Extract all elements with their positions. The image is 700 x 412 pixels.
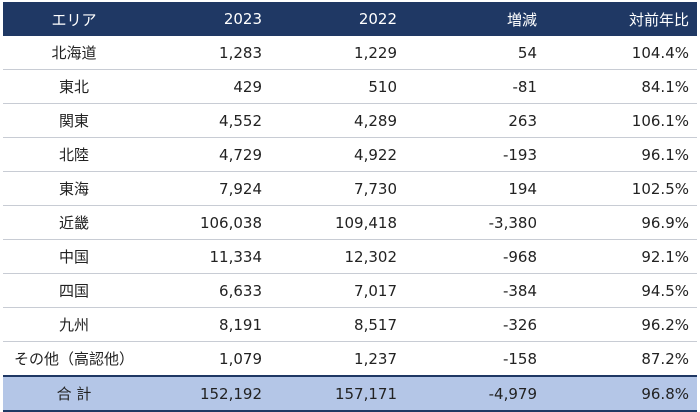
total-label: 合 計 <box>3 375 145 412</box>
total-cell: 96.8% <box>545 375 697 412</box>
row-label: その他（高認他） <box>3 341 145 377</box>
row-label: 北海道 <box>3 36 145 70</box>
table-row: 関東 4,552 4,289 263 106.1% <box>3 103 697 138</box>
row-label: 関東 <box>3 103 145 138</box>
table-row: 東海 7,924 7,730 194 102.5% <box>3 171 697 206</box>
header-cell: 対前年比 <box>545 2 697 36</box>
cell: 109,418 <box>270 205 405 240</box>
cell: -384 <box>405 273 545 308</box>
cell: 8,517 <box>270 307 405 342</box>
cell: 96.9% <box>545 205 697 240</box>
cell: 1,079 <box>145 341 270 377</box>
cell: 104.4% <box>545 36 697 70</box>
cell: -326 <box>405 307 545 342</box>
cell: 102.5% <box>545 171 697 206</box>
cell: 94.5% <box>545 273 697 308</box>
cell: 510 <box>270 69 405 104</box>
cell: 7,730 <box>270 171 405 206</box>
row-label: 四国 <box>3 273 145 308</box>
row-label: 東北 <box>3 69 145 104</box>
cell: 96.2% <box>545 307 697 342</box>
cell: 92.1% <box>545 239 697 274</box>
header-cell: 増減 <box>405 2 545 36</box>
table-row: 近畿 106,038 109,418 -3,380 96.9% <box>3 205 697 240</box>
header-cell: 2023 <box>145 2 270 36</box>
cell: 106.1% <box>545 103 697 138</box>
table-row: 東北 429 510 -81 84.1% <box>3 69 697 104</box>
row-label: 東海 <box>3 171 145 206</box>
table-row: その他（高認他） 1,079 1,237 -158 87.2% <box>3 341 697 377</box>
cell: -81 <box>405 69 545 104</box>
cell: 4,729 <box>145 137 270 172</box>
cell: 7,924 <box>145 171 270 206</box>
cell: 429 <box>145 69 270 104</box>
header-cell: エリア <box>3 2 145 36</box>
row-label: 近畿 <box>3 205 145 240</box>
cell: 263 <box>405 103 545 138</box>
cell: 87.2% <box>545 341 697 377</box>
header-cell: 2022 <box>270 2 405 36</box>
cell: -193 <box>405 137 545 172</box>
cell: 1,237 <box>270 341 405 377</box>
cell: 1,229 <box>270 36 405 70</box>
cell: -158 <box>405 341 545 377</box>
table-row: 北海道 1,283 1,229 54 104.4% <box>3 36 697 70</box>
cell: 84.1% <box>545 69 697 104</box>
cell: 11,334 <box>145 239 270 274</box>
cell: 4,289 <box>270 103 405 138</box>
cell: -3,380 <box>405 205 545 240</box>
total-row: 合 計 152,192 157,171 -4,979 96.8% <box>3 375 697 412</box>
cell: 96.1% <box>545 137 697 172</box>
row-label: 中国 <box>3 239 145 274</box>
cell: 6,633 <box>145 273 270 308</box>
cell: 4,922 <box>270 137 405 172</box>
cell: 7,017 <box>270 273 405 308</box>
cell: 1,283 <box>145 36 270 70</box>
data-table: エリア 2023 2022 増減 対前年比 北海道 1,283 1,229 54 104.4% 東… <box>3 2 697 412</box>
row-label: 九州 <box>3 307 145 342</box>
cell: -968 <box>405 239 545 274</box>
table-row: 四国 6,633 7,017 -384 94.5% <box>3 273 697 308</box>
row-label: 北陸 <box>3 137 145 172</box>
cell: 12,302 <box>270 239 405 274</box>
cell: 4,552 <box>145 103 270 138</box>
table-row: 九州 8,191 8,517 -326 96.2% <box>3 307 697 342</box>
cell: 54 <box>405 36 545 70</box>
cell: 194 <box>405 171 545 206</box>
table-row: 中国 11,334 12,302 -968 92.1% <box>3 239 697 274</box>
table-row: 北陸 4,729 4,922 -193 96.1% <box>3 137 697 172</box>
total-cell: 152,192 <box>145 375 270 412</box>
total-cell: 157,171 <box>270 375 405 412</box>
cell: 106,038 <box>145 205 270 240</box>
header-row: エリア 2023 2022 増減 対前年比 <box>3 2 697 36</box>
cell: 8,191 <box>145 307 270 342</box>
total-cell: -4,979 <box>405 375 545 412</box>
